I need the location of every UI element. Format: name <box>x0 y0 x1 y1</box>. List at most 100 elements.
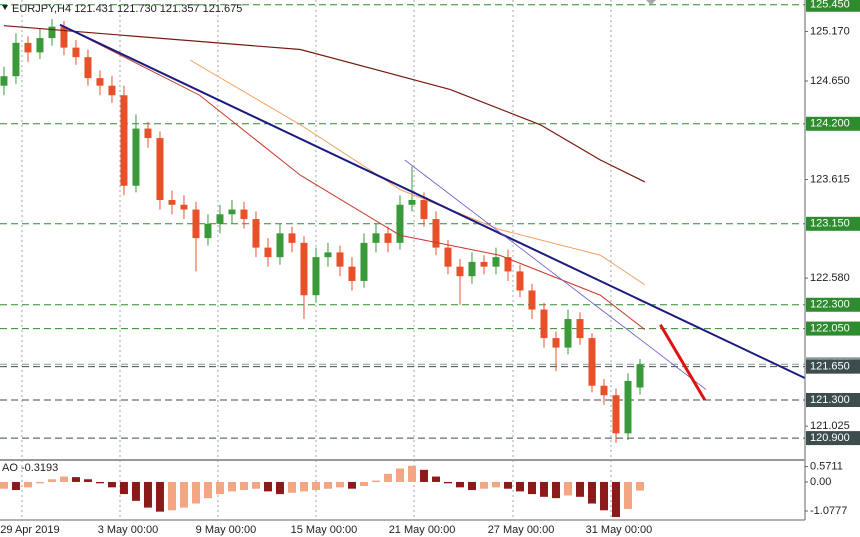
level-label-box <box>806 321 860 336</box>
indicator-bar <box>527 481 536 495</box>
candle-body <box>324 252 332 258</box>
indicator-bar <box>35 481 44 484</box>
indicator-bar <box>299 481 308 492</box>
candle-body <box>96 78 104 86</box>
indicator-bar <box>479 481 488 489</box>
candle-body <box>84 57 92 79</box>
indicator-bar <box>563 481 572 496</box>
indicator-bar <box>311 481 320 491</box>
indicator-bar <box>467 481 476 491</box>
x-tick-label: 31 May 00:00 <box>586 524 653 536</box>
candle-body <box>624 380 632 434</box>
indicator-bar <box>47 479 56 482</box>
indicator-tick-label: 0.5711 <box>810 460 843 472</box>
candle-body <box>0 76 8 86</box>
candle-body <box>180 204 188 210</box>
indicator-bar <box>131 481 140 501</box>
title-arrow <box>2 5 8 10</box>
level-label-box <box>806 393 860 407</box>
shift-marker <box>646 0 656 5</box>
indicator-bar <box>95 481 104 484</box>
y-tick-label: 122.580 <box>810 272 850 284</box>
indicator-bar <box>395 468 404 482</box>
indicator-bar <box>263 481 272 492</box>
indicator-bar <box>383 473 392 482</box>
x-tick-label: 21 May 00:00 <box>389 524 456 536</box>
candle-body <box>72 47 80 58</box>
level-label: 120.900 <box>810 432 850 444</box>
candle-body <box>48 26 56 39</box>
indicator-bar <box>11 481 20 491</box>
indicator-bar <box>155 481 164 512</box>
indicator-bar <box>179 481 188 508</box>
level-label-box <box>806 116 860 131</box>
level-label: 124.200 <box>810 118 850 130</box>
indicator-bar <box>515 481 524 492</box>
indicator-bar <box>455 481 464 488</box>
indicator-bar <box>215 481 224 495</box>
candle-body <box>636 364 644 388</box>
candle-body <box>408 200 416 205</box>
level-label: 125.450 <box>810 0 850 11</box>
indicator-bar <box>71 477 80 482</box>
indicator-bar <box>491 481 500 488</box>
indicator-bar <box>611 481 620 518</box>
indicator-bar <box>347 481 356 489</box>
x-tick-label: 29 Apr 2019 <box>0 524 59 536</box>
candle-body <box>540 309 548 339</box>
level-label: 121.650 <box>810 361 850 373</box>
indicator-bar <box>203 481 212 499</box>
level-label-box <box>806 216 860 231</box>
x-tick-label: 9 May 00:00 <box>196 524 257 536</box>
overlay-line <box>69 29 646 330</box>
indicator-bar <box>83 479 92 482</box>
candle-body <box>252 219 260 248</box>
indicator-bar <box>275 481 284 495</box>
candle-body <box>228 209 236 215</box>
indicator-bar <box>443 481 452 484</box>
candle-body <box>108 85 116 96</box>
overlay-line <box>404 159 707 390</box>
indicator-bar <box>431 476 440 482</box>
candle-body <box>156 138 164 200</box>
indicator-bar <box>407 465 416 482</box>
y-tick-label: 121.025 <box>810 420 850 432</box>
level-label-box <box>806 0 860 12</box>
candle-body <box>336 252 344 267</box>
indicator-bar <box>419 469 428 482</box>
candle-body <box>312 257 320 296</box>
x-tick-label: 15 May 00:00 <box>291 524 358 536</box>
x-tick-label: 3 May 00:00 <box>98 524 159 536</box>
indicator-bar <box>323 481 332 489</box>
level-label: 122.050 <box>810 322 850 334</box>
overlay-line <box>3 25 646 183</box>
indicator-bar <box>371 480 380 482</box>
indicator-bar <box>587 481 596 504</box>
candle-body <box>420 200 428 220</box>
indicator-bar <box>287 481 296 493</box>
level-label: 123.150 <box>810 218 850 230</box>
indicator-bar <box>167 481 176 511</box>
indicator-bar <box>191 481 200 504</box>
x-tick-label: 27 May 00:00 <box>488 524 555 536</box>
candle-body <box>36 38 44 53</box>
indicator-bar <box>599 481 608 511</box>
indicator-bar <box>335 481 344 488</box>
candle-body <box>612 395 620 434</box>
candle-body <box>264 247 272 258</box>
candle-body <box>12 42 20 77</box>
indicator-label: AO -0.3193 <box>2 462 58 474</box>
candle-body <box>396 204 404 243</box>
candle-body <box>528 290 536 310</box>
candle-body <box>492 257 500 267</box>
indicator-bar <box>119 481 128 495</box>
candle-body <box>372 233 380 243</box>
level-label-box <box>806 359 860 374</box>
candle-body <box>576 319 584 339</box>
candle-body <box>216 214 224 224</box>
candle-body <box>564 319 572 348</box>
level-label-box <box>806 297 860 312</box>
level-label-box <box>806 431 860 446</box>
